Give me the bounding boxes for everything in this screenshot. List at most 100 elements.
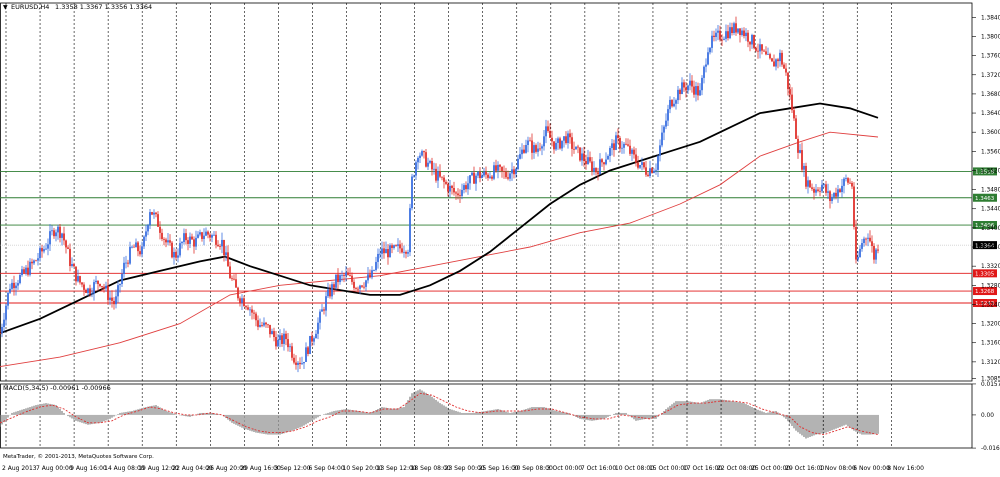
candle-body: [25, 267, 27, 273]
candle-body: [253, 312, 255, 314]
candle-body: [127, 262, 129, 264]
candle-body: [529, 140, 531, 142]
candle-body: [189, 236, 191, 244]
candle-body: [147, 225, 149, 232]
candle-body: [701, 77, 703, 91]
candle-body: [629, 145, 631, 154]
candle-body: [823, 184, 825, 186]
dropdown-arrow-icon[interactable]: ▼: [3, 4, 8, 11]
candle-body: [849, 182, 851, 184]
candle-body: [99, 283, 101, 287]
candle-body: [267, 324, 269, 326]
candle-body: [743, 30, 745, 37]
candle-body: [655, 169, 657, 171]
candle-body: [789, 89, 791, 95]
candle-body: [49, 231, 51, 245]
current-price-label: 1.3364: [975, 243, 995, 249]
candle-body: [27, 267, 29, 275]
candle-body: [67, 247, 69, 249]
candle-body: [185, 233, 187, 241]
candle-body: [595, 167, 597, 173]
level-price-label: 1.3406: [975, 223, 995, 229]
y-tick-label: 1.3120: [981, 360, 1000, 366]
candle-body: [319, 311, 321, 323]
candle-body: [19, 275, 21, 284]
candle-body: [543, 136, 545, 147]
candle-body: [343, 274, 345, 276]
candle-body: [439, 171, 441, 177]
candle-body: [33, 260, 35, 264]
candle-body: [683, 82, 685, 88]
candle-body: [75, 266, 77, 282]
candle-body: [869, 237, 871, 242]
candle-body: [273, 331, 275, 338]
x-tick-label: 7 Aug 00:00: [36, 465, 73, 472]
candle-body: [435, 168, 437, 181]
candle-body: [173, 251, 175, 258]
y-tick-label: 1.3600: [981, 130, 1000, 136]
candle-body: [191, 236, 193, 240]
candle-body: [181, 242, 183, 244]
candle-body: [169, 240, 171, 243]
level-price-tag: [973, 287, 997, 296]
candle-body: [243, 298, 245, 307]
x-tick-label: 19 Aug 12:00: [138, 465, 179, 472]
candle-body: [845, 178, 847, 179]
candle-body: [581, 153, 583, 161]
candle-body: [199, 232, 201, 235]
candle-body: [7, 292, 9, 306]
candle-body: [159, 226, 161, 233]
candle-body: [557, 138, 559, 143]
candle-body: [301, 363, 303, 365]
candle-body: [787, 72, 789, 90]
candle-body: [77, 276, 79, 282]
candle-body: [499, 164, 501, 167]
candle-body: [309, 336, 311, 354]
ohlc-readout: 1.3358 1.3367 1.3356 1.3364: [55, 3, 152, 11]
macd-y-tick-label: -0.01684: [981, 446, 1000, 452]
candle-body: [477, 171, 479, 176]
candle-body: [589, 157, 591, 162]
candle-body: [553, 141, 555, 150]
candle-body: [709, 47, 711, 53]
candle-body: [337, 274, 339, 283]
candle-body: [39, 248, 41, 259]
x-tick-label: 29 Oct 16:00: [785, 465, 824, 472]
candle-body: [1, 327, 3, 334]
candle-body: [621, 147, 623, 149]
candle-body: [83, 284, 85, 290]
candle-body: [71, 264, 73, 267]
y-tick-label: 1.3640: [981, 111, 1000, 117]
candle-body: [429, 161, 431, 163]
candle-body: [843, 178, 845, 186]
candle-body: [697, 86, 699, 96]
candle-body: [417, 157, 419, 163]
candle-body: [205, 231, 207, 236]
x-tick-label: 1 Nov 08:00: [819, 465, 856, 472]
candle-body: [653, 170, 655, 173]
candle-body: [773, 61, 775, 67]
candle-body: [89, 288, 91, 294]
candle-body: [209, 234, 211, 238]
candle-body: [799, 150, 801, 153]
candle-body: [241, 298, 243, 303]
candle-body: [357, 288, 359, 290]
candle-body: [487, 174, 489, 178]
candle-body: [407, 252, 409, 254]
candle-body: [731, 27, 733, 34]
candle-body: [293, 357, 295, 363]
level-price-label: 1.3243: [975, 301, 995, 307]
candle-body: [377, 253, 379, 262]
candle-body: [613, 143, 615, 150]
candle-body: [515, 169, 517, 175]
x-tick-label: 25 Sep 16:00: [479, 465, 519, 472]
y-tick-label: 1.3800: [981, 34, 1000, 40]
candle-body: [245, 306, 247, 308]
candle-body: [55, 232, 57, 237]
candle-body: [831, 196, 833, 201]
macd-y-tick-label: 0.01573: [981, 382, 1000, 388]
candle-body: [877, 249, 879, 251]
candle-body: [545, 126, 547, 137]
candle-body: [231, 278, 233, 280]
candle-body: [285, 333, 287, 340]
